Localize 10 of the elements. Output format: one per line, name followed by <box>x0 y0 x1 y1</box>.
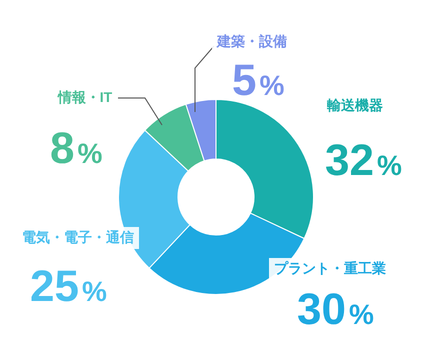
slice-label: 輸送機器 <box>326 96 383 113</box>
data-label: 25% <box>30 262 107 311</box>
slice-label: 情報・IT <box>56 88 113 105</box>
data-label: 5% <box>232 56 284 105</box>
slice-label: プラント・重工業 <box>274 260 386 276</box>
data-label: 32% <box>325 136 402 185</box>
data-label: 30% <box>297 285 374 334</box>
data-label: 8% <box>50 124 102 173</box>
slice-label: 電気・電子・通信 <box>22 228 134 245</box>
slice-label: 建築・設備 <box>216 32 287 49</box>
